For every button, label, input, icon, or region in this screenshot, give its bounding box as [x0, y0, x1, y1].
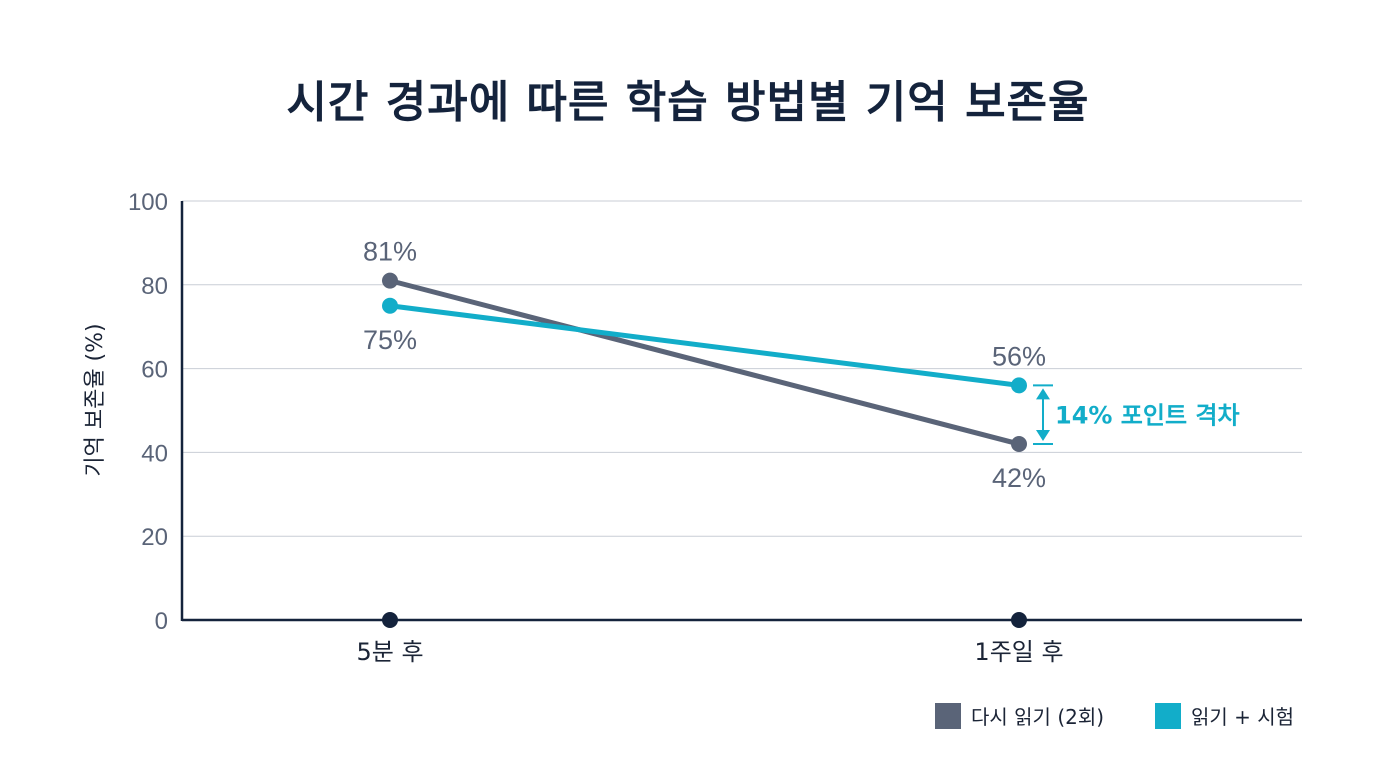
- data-label-1-0: 75%: [363, 325, 417, 355]
- series-line-0: [387, 278, 1022, 447]
- chart-title: 시간 경과에 따른 학습 방법별 기억 보존율: [286, 77, 1090, 128]
- annotation-arrow-down: [1036, 430, 1050, 442]
- x-axis-marker-0: [382, 612, 398, 628]
- x-tick-1: 1주일 후: [974, 638, 1063, 666]
- point-1-0: [382, 297, 398, 314]
- y-axis-label: 기억 보존율 (%): [83, 323, 108, 476]
- series-group: 81% 42% 75% 56%: [363, 237, 1046, 493]
- y-tick-20: 20: [141, 524, 168, 551]
- series-line-1: [387, 303, 1022, 388]
- legend: 다시 읽기 (2회) 읽기 + 시험: [935, 703, 1294, 729]
- x-tick-0: 5분 후: [356, 638, 423, 666]
- y-tick-labels: 0 20 40 60 80 100: [128, 189, 168, 635]
- legend-swatch-0: [935, 703, 961, 729]
- y-tick-100: 100: [128, 189, 168, 216]
- y-tick-60: 60: [141, 357, 168, 384]
- data-label-0-0: 81%: [363, 237, 417, 267]
- data-label-1-1: 56%: [992, 341, 1046, 371]
- legend-label-1: 읽기 + 시험: [1191, 705, 1294, 729]
- point-1-1: [1011, 377, 1027, 394]
- x-tick-labels: 5분 후 1주일 후: [356, 638, 1063, 666]
- legend-swatch-1: [1155, 703, 1181, 729]
- x-axis-marker-1: [1011, 612, 1027, 628]
- point-0-1: [1011, 436, 1027, 453]
- y-tick-40: 40: [141, 440, 168, 467]
- axes: [180, 201, 1302, 628]
- data-label-0-1: 42%: [992, 463, 1046, 493]
- point-0-0: [382, 272, 398, 289]
- legend-label-0: 다시 읽기 (2회): [971, 705, 1104, 729]
- y-tick-0: 0: [155, 608, 168, 635]
- annotation-text: 14% 포인트 격차: [1055, 402, 1240, 430]
- annotation-arrow-up: [1036, 388, 1050, 400]
- grid-lines: [182, 200, 1302, 537]
- y-tick-80: 80: [141, 273, 168, 300]
- gap-annotation: 14% 포인트 격차: [1033, 384, 1240, 446]
